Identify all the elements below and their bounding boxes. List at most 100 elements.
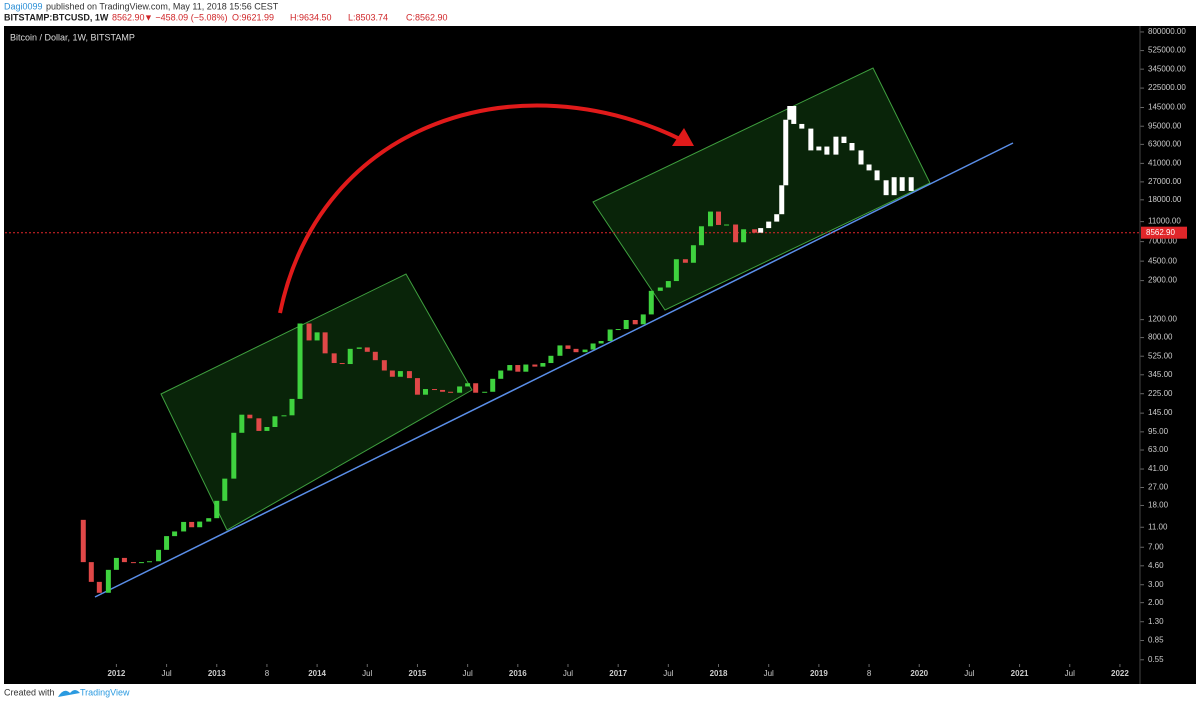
candle xyxy=(473,383,479,393)
candle xyxy=(690,245,696,263)
x-tick-label: 2014 xyxy=(308,669,326,678)
candle xyxy=(465,383,471,387)
ohlc-item: H:9634.50 xyxy=(290,12,332,22)
candle xyxy=(682,259,688,263)
candle xyxy=(808,128,814,151)
candle xyxy=(156,549,162,562)
candle xyxy=(665,281,671,288)
footer xyxy=(0,684,1200,704)
y-tick-label: 63000.00 xyxy=(1148,139,1182,148)
candle xyxy=(866,164,872,171)
x-tick-label: Jul xyxy=(663,669,673,678)
candle xyxy=(88,562,94,582)
candle xyxy=(573,348,579,353)
candle xyxy=(783,119,789,186)
x-tick-label: 2021 xyxy=(1011,669,1029,678)
last-price-box xyxy=(1141,226,1187,239)
candle xyxy=(598,341,604,344)
candle xyxy=(908,177,914,191)
y-tick-label: 0.55 xyxy=(1148,655,1164,664)
candle xyxy=(239,414,245,433)
x-tick-label: 8 xyxy=(867,669,872,678)
footer-created: Created with xyxy=(4,687,55,697)
candle xyxy=(791,106,797,124)
y-tick-label: 7000.00 xyxy=(1148,237,1177,246)
candle xyxy=(640,314,646,325)
candle xyxy=(306,323,312,341)
y-tick-label: 27000.00 xyxy=(1148,177,1182,186)
candle xyxy=(422,389,428,395)
candle xyxy=(515,365,521,372)
candle xyxy=(833,136,839,155)
candle xyxy=(314,332,320,341)
candle xyxy=(197,521,203,528)
x-tick-label: Jul xyxy=(362,669,372,678)
x-tick-label: Jul xyxy=(161,669,171,678)
ohlc-item: O:9621.99 xyxy=(232,12,274,22)
candle xyxy=(80,519,86,563)
logo xyxy=(58,690,80,697)
candle xyxy=(147,561,153,563)
footer-brand[interactable]: TradingView xyxy=(80,687,130,697)
y-tick-label: 41.00 xyxy=(1148,464,1169,473)
trend-line xyxy=(94,142,1014,598)
candle xyxy=(883,180,889,196)
candle xyxy=(523,364,529,372)
candle xyxy=(707,211,713,227)
arrow xyxy=(278,103,683,314)
candle xyxy=(96,581,102,593)
y-tick-label: 1.30 xyxy=(1148,617,1164,626)
candle xyxy=(256,418,262,431)
y-tick-label: 800000.00 xyxy=(1148,27,1186,36)
candle xyxy=(372,351,378,361)
candle xyxy=(615,329,621,331)
x-tick-label: 2017 xyxy=(609,669,627,678)
x-tick-label: 8 xyxy=(265,669,270,678)
drawings xyxy=(94,67,1014,598)
ohlc: O:9621.99 H:9634.50 L:8503.74 C:8562.90 xyxy=(232,12,448,22)
candle xyxy=(389,370,395,377)
candle xyxy=(247,414,253,419)
x-tick-label: Jul xyxy=(463,669,473,678)
candle xyxy=(356,347,362,349)
candle xyxy=(507,365,513,371)
candle xyxy=(231,432,237,479)
candle xyxy=(272,416,278,427)
candle xyxy=(716,211,722,225)
candle xyxy=(457,386,463,393)
candle xyxy=(498,370,504,379)
candle xyxy=(548,355,554,364)
author[interactable]: Dagi0099 xyxy=(4,1,43,11)
y-tick-label: 525.00 xyxy=(1148,351,1173,360)
ohlc-item: C:8562.90 xyxy=(406,12,448,22)
candle xyxy=(222,478,228,501)
candle xyxy=(397,371,403,377)
y-tick-label: 2.00 xyxy=(1148,598,1164,607)
ohlc-item: L:8503.74 xyxy=(348,12,388,22)
candle xyxy=(482,391,488,393)
y-tick-label: 3.00 xyxy=(1148,580,1164,589)
y-tick-label: 18.00 xyxy=(1148,501,1169,510)
symbol: BITSTAMP:BTCUSD, 1W xyxy=(4,12,109,22)
candle xyxy=(758,228,764,233)
x-tick-label: 2012 xyxy=(107,669,125,678)
candle xyxy=(766,221,772,229)
y-tick-label: 345000.00 xyxy=(1148,64,1186,73)
y-tick-label: 95.00 xyxy=(1148,427,1169,436)
candle xyxy=(113,557,119,570)
candle xyxy=(582,349,588,353)
candle xyxy=(899,177,905,191)
candle xyxy=(264,426,270,431)
y-tick-label: 225000.00 xyxy=(1148,83,1186,92)
candle xyxy=(623,320,629,330)
candle xyxy=(281,415,287,417)
candle xyxy=(289,398,295,416)
y-tick-label: 145.00 xyxy=(1148,408,1173,417)
x-tick-label: Jul xyxy=(964,669,974,678)
y-tick-label: 525000.00 xyxy=(1148,46,1186,55)
y-tick-label: 345.00 xyxy=(1148,370,1173,379)
candle xyxy=(741,229,747,243)
candle xyxy=(799,123,805,129)
channel-box xyxy=(592,67,931,311)
